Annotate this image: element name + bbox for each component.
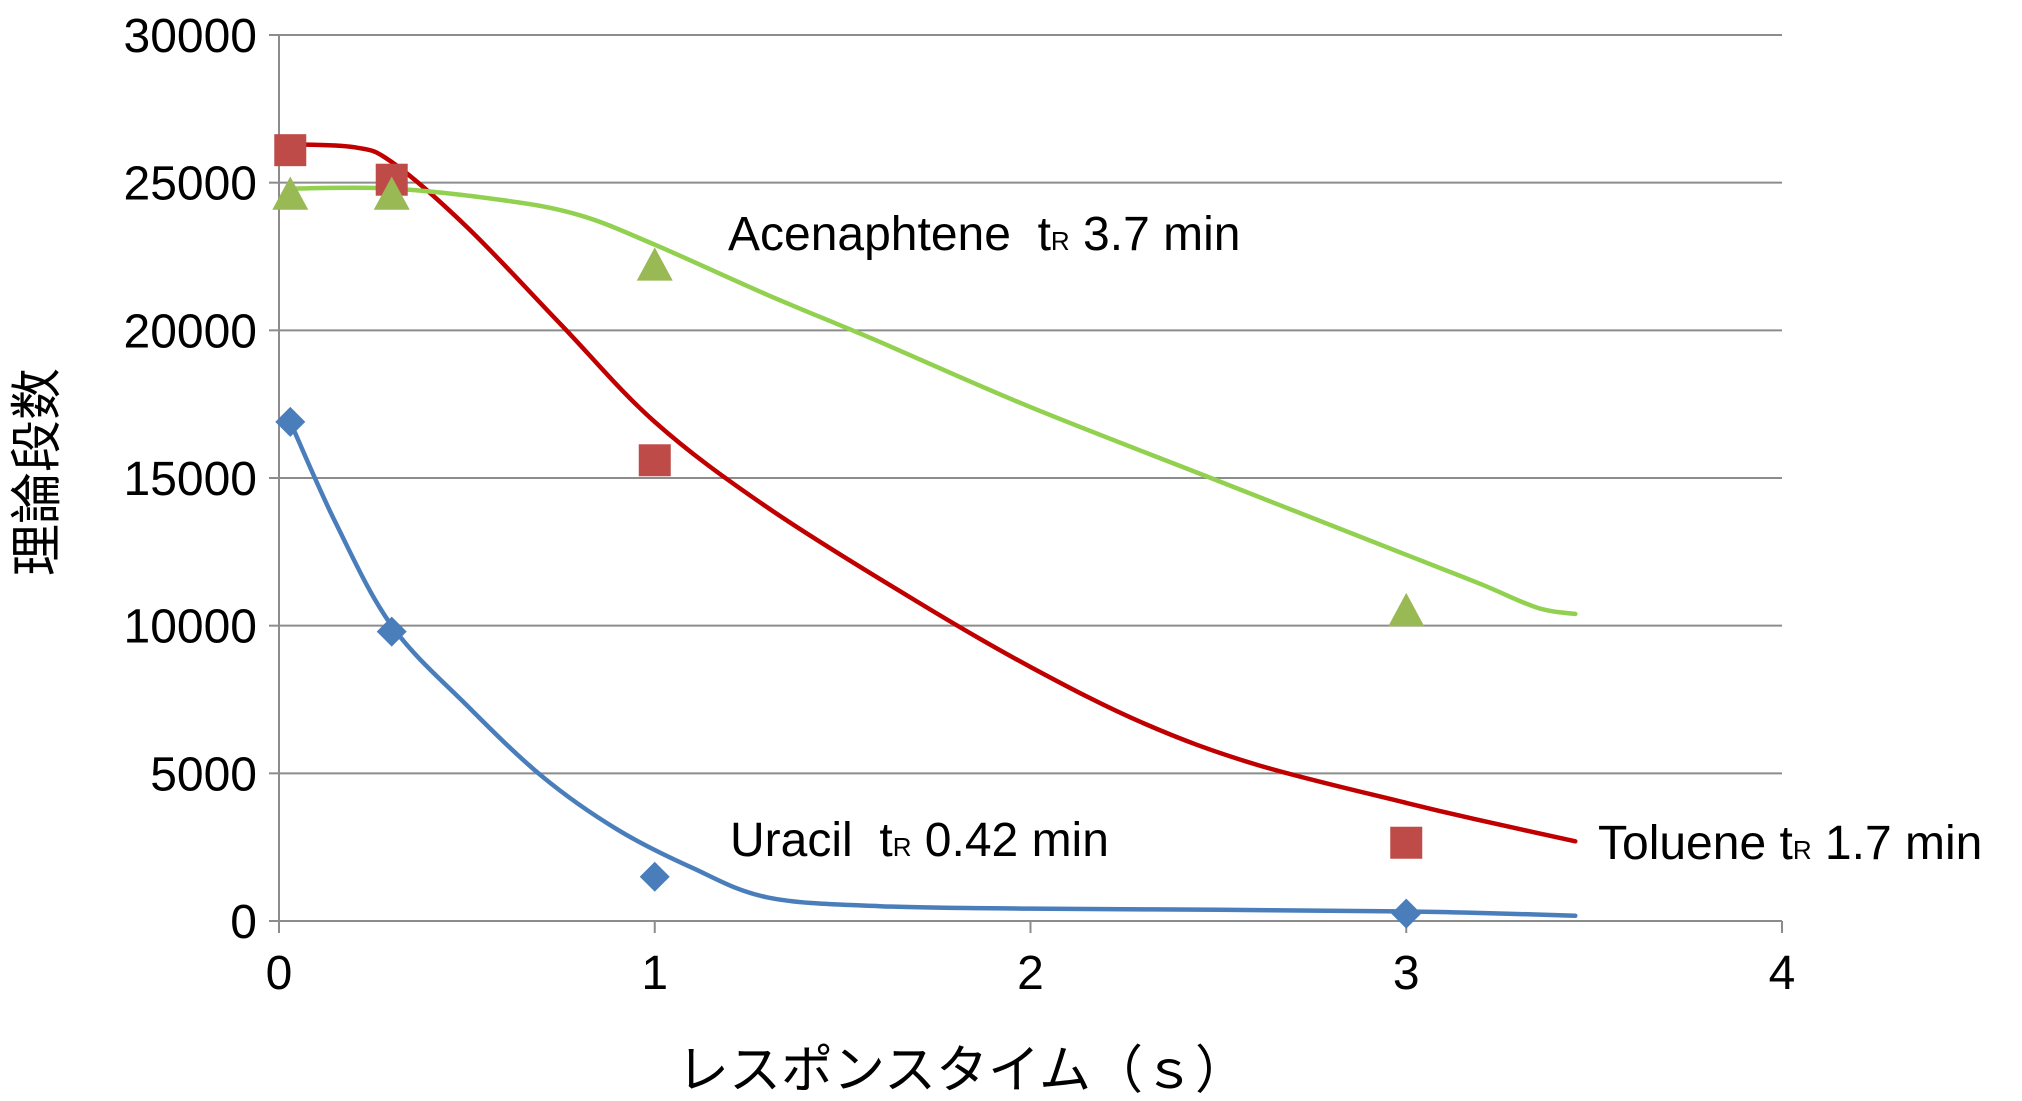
- acenaphtene-label-time: 3.7 min: [1070, 208, 1241, 261]
- uracil-point: [376, 616, 407, 647]
- acenaphtene-point: [373, 176, 410, 210]
- y-tick-label: 0: [230, 896, 257, 949]
- x-tick-label: 2: [1017, 947, 1044, 1000]
- trend-lines: [288, 142, 1578, 918]
- toluene-label: Toluene tR 1.7 min: [1598, 817, 1982, 870]
- toluene-trend-line: [288, 142, 1578, 844]
- acenaphtene-point: [636, 247, 673, 281]
- axes: 0 5000 10000 15000 20000 25000 30000 0 1 2 3 4: [124, 10, 1796, 1000]
- gridlines: [279, 34, 1782, 775]
- acenaphtene-trend-line: [288, 185, 1578, 617]
- acenaphtene-label-name: Acenaphtene t: [728, 208, 1051, 261]
- uracil-point: [1391, 898, 1422, 929]
- uracil-label-time: 0.42 min: [911, 814, 1108, 867]
- acenaphtene-label-subscript: R: [1051, 226, 1070, 256]
- uracil-trend-line: [288, 419, 1578, 918]
- y-tick-label: 15000: [124, 453, 257, 506]
- x-tick-label: 1: [641, 947, 668, 1000]
- x-axis-title: レスポンスタイム（ｓ）: [677, 1041, 1247, 1101]
- x-tick-label: 3: [1393, 947, 1420, 1000]
- y-tick-label: 5000: [150, 748, 257, 801]
- toluene-point: [638, 444, 671, 477]
- y-tick-label: 10000: [124, 601, 257, 654]
- toluene-point: [274, 134, 307, 167]
- uracil-label-name: Uracil t: [730, 814, 893, 867]
- y-tick-label: 20000: [124, 305, 257, 358]
- y-axis-title: 理論段数: [8, 368, 68, 576]
- data-markers: [272, 134, 1425, 929]
- x-tick-label: 0: [266, 947, 293, 1000]
- toluene-label-name: Toluene t: [1598, 817, 1793, 870]
- uracil-label: Uracil tR 0.42 min: [730, 814, 1109, 867]
- y-tick-label: 25000: [124, 158, 257, 211]
- x-tick-label: 4: [1769, 947, 1796, 1000]
- series-labels: Uracil tR 0.42 min Toluene tR 1.7 minAcen…: [728, 208, 1982, 870]
- acenaphtene-label: Acenaphtene tR 3.7 min: [728, 208, 1240, 261]
- uracil-point: [639, 861, 670, 892]
- acenaphtene-point: [272, 176, 309, 210]
- toluene-label-subscript: R: [1793, 835, 1812, 865]
- y-tick-label: 30000: [124, 10, 257, 63]
- acenaphtene-point: [1388, 592, 1425, 627]
- uracil-label-subscript: R: [893, 832, 912, 862]
- toluene-point: [1390, 826, 1423, 859]
- uracil-point: [275, 406, 306, 437]
- toluene-label-time: 1.7 min: [1812, 817, 1983, 870]
